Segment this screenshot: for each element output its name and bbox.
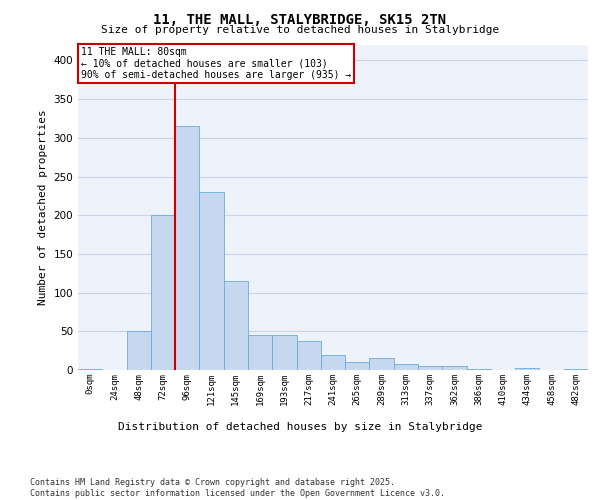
- Bar: [127, 332, 151, 370]
- Bar: [296, 342, 321, 370]
- Bar: [345, 362, 370, 370]
- Bar: [467, 369, 491, 370]
- Bar: [394, 364, 418, 370]
- Bar: [418, 366, 442, 370]
- Bar: [224, 281, 248, 370]
- Bar: [515, 368, 539, 370]
- Text: Size of property relative to detached houses in Stalybridge: Size of property relative to detached ho…: [101, 25, 499, 35]
- Text: 11, THE MALL, STALYBRIDGE, SK15 2TN: 11, THE MALL, STALYBRIDGE, SK15 2TN: [154, 12, 446, 26]
- Bar: [248, 335, 272, 370]
- Bar: [78, 369, 102, 370]
- Bar: [442, 366, 467, 370]
- Bar: [199, 192, 224, 370]
- Bar: [151, 215, 175, 370]
- Text: 11 THE MALL: 80sqm
← 10% of detached houses are smaller (103)
90% of semi-detach: 11 THE MALL: 80sqm ← 10% of detached hou…: [80, 46, 351, 80]
- Bar: [272, 335, 296, 370]
- Bar: [370, 358, 394, 370]
- Bar: [175, 126, 199, 370]
- Text: Contains HM Land Registry data © Crown copyright and database right 2025.
Contai: Contains HM Land Registry data © Crown c…: [30, 478, 445, 498]
- Text: Distribution of detached houses by size in Stalybridge: Distribution of detached houses by size …: [118, 422, 482, 432]
- Bar: [321, 354, 345, 370]
- Bar: [564, 369, 588, 370]
- Y-axis label: Number of detached properties: Number of detached properties: [38, 110, 48, 306]
